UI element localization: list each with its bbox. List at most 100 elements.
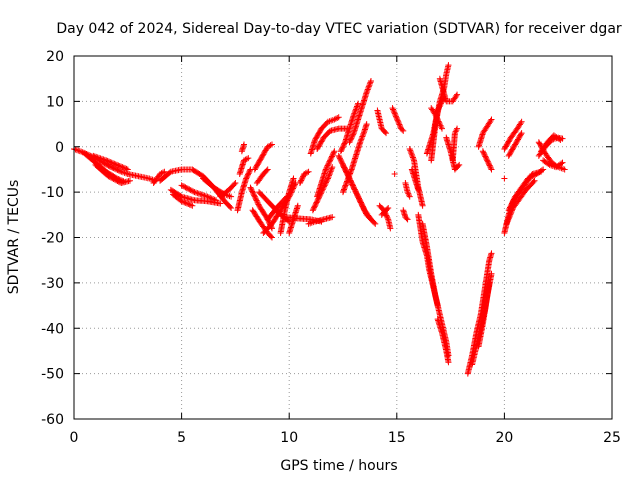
data-point (512, 140, 519, 147)
data-point (510, 144, 517, 151)
data-point (181, 199, 188, 206)
data-point (481, 150, 488, 157)
data-point (249, 189, 256, 196)
data-point (536, 140, 543, 147)
data-point (504, 218, 511, 225)
data-point (405, 190, 412, 197)
data-point (511, 142, 518, 149)
data-point (353, 190, 360, 197)
data-point (337, 148, 344, 155)
data-point (96, 154, 103, 161)
data-point (479, 148, 486, 155)
data-point (323, 165, 330, 172)
data-point (117, 168, 124, 175)
data-point (488, 116, 495, 123)
data-point (262, 147, 269, 154)
data-point (385, 205, 392, 212)
chart-title: Day 042 of 2024, Sidereal Day-to-day VTE… (56, 21, 622, 37)
data-point (254, 161, 261, 168)
data-point (325, 161, 332, 168)
data-point (352, 106, 359, 113)
data-point (433, 113, 440, 120)
data-point (454, 91, 461, 98)
data-point (531, 177, 538, 184)
data-point (355, 194, 362, 201)
data-point (195, 190, 202, 197)
data-point (322, 179, 329, 186)
data-point (110, 160, 117, 167)
y-tick-label: 0 (55, 140, 64, 156)
data-point (182, 184, 189, 191)
data-point (350, 111, 357, 118)
data-point (343, 168, 350, 175)
data-point (232, 180, 239, 187)
data-point (191, 189, 198, 196)
data-point (445, 359, 452, 366)
data-point (561, 166, 568, 173)
data-point (112, 161, 119, 168)
data-point (484, 157, 491, 164)
data-point (335, 152, 342, 159)
data-point (341, 164, 348, 171)
data-point (394, 116, 401, 123)
data-point (506, 212, 513, 219)
data-point (314, 131, 321, 138)
data-point (506, 137, 513, 144)
data-point (323, 178, 330, 185)
data-point (483, 156, 490, 163)
data-point (515, 135, 522, 142)
data-point (264, 166, 271, 173)
data-point (507, 211, 514, 218)
data-point (361, 206, 368, 213)
data-point (192, 189, 199, 196)
data-point (201, 192, 208, 199)
data-point (367, 79, 374, 86)
data-point (480, 149, 487, 156)
data-point (518, 118, 525, 125)
data-point (486, 162, 493, 169)
data-point (322, 166, 329, 173)
data-point (296, 180, 303, 187)
data-point (73, 147, 80, 154)
data-point (317, 140, 324, 147)
data-point (327, 169, 334, 176)
data-point (351, 186, 358, 193)
data-point (538, 167, 545, 174)
data-point (504, 219, 511, 226)
data-point (357, 137, 364, 144)
data-point (454, 125, 461, 132)
data-point (91, 153, 98, 160)
y-tick-label: -20 (41, 231, 64, 247)
data-point (268, 141, 275, 148)
data-point (505, 216, 512, 223)
data-point (355, 195, 362, 202)
data-point (391, 109, 398, 116)
data-point (338, 159, 345, 166)
data-point (505, 215, 512, 222)
data-point (330, 149, 337, 156)
data-point (106, 163, 113, 170)
data-point (299, 174, 306, 181)
data-point (250, 191, 257, 198)
data-point (311, 204, 318, 211)
data-point (340, 187, 347, 194)
y-axis-label: SDTVAR / TECUs (6, 180, 22, 295)
data-point (263, 167, 270, 174)
data-point (351, 185, 358, 192)
data-point (326, 158, 333, 165)
data-point (245, 171, 252, 178)
data-point (487, 163, 494, 170)
data-point (297, 178, 304, 185)
data-point (347, 178, 354, 185)
data-point (268, 234, 275, 241)
data-point (328, 167, 335, 174)
data-point (318, 138, 325, 145)
data-point (367, 77, 374, 84)
y-tick-label: -30 (41, 276, 64, 292)
data-point (342, 183, 349, 190)
data-point (538, 144, 545, 151)
data-point (486, 161, 493, 168)
data-point (453, 127, 460, 134)
data-point (488, 270, 495, 277)
data-point (178, 182, 185, 189)
